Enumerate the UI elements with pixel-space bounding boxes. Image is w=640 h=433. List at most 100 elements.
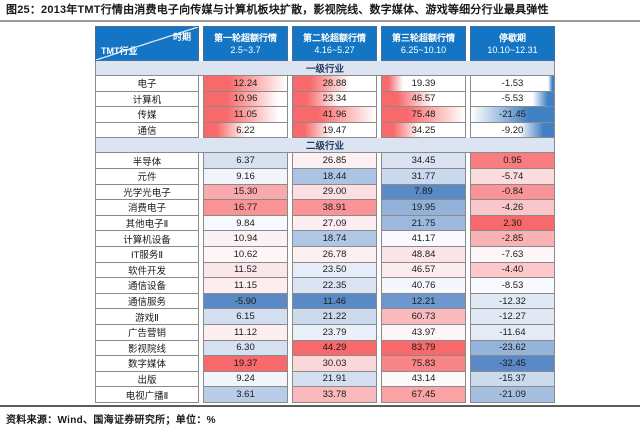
industry-name: 计算机 xyxy=(95,91,199,108)
value-cell: 41.96 xyxy=(292,107,377,123)
industry-name: 光学光电子 xyxy=(95,184,199,201)
industry-name: 消费电子 xyxy=(95,200,199,216)
value-cell: 12.21 xyxy=(381,293,466,310)
value-cell: 48.84 xyxy=(381,246,466,263)
industry-row: 影视院线 6.30 44.29 83.79 -23.62 xyxy=(95,340,555,357)
section-header-label: 一级行业 xyxy=(95,61,555,76)
industry-name: 游戏Ⅱ xyxy=(95,309,199,325)
value-cell: 26.78 xyxy=(292,246,377,263)
industry-name: 其他电子Ⅱ xyxy=(95,215,199,232)
industry-name: 通信服务 xyxy=(95,293,199,310)
value-cell: 43.14 xyxy=(381,371,466,388)
industry-row: 数字媒体 19.37 30.03 75.83 -32.45 xyxy=(95,356,555,372)
industry-row: 通信设备 11.15 22.35 40.76 -8.53 xyxy=(95,278,555,294)
value-cell: 6.15 xyxy=(203,309,288,325)
value-cell: 9.84 xyxy=(203,215,288,232)
value-cell: 83.79 xyxy=(381,340,466,357)
value-cell: 46.57 xyxy=(381,262,466,279)
value-cell: -5.53 xyxy=(470,91,555,108)
title-divider xyxy=(0,20,640,22)
value-cell: 75.83 xyxy=(381,356,466,372)
value-cell: 19.95 xyxy=(381,200,466,216)
value-cell: -1.53 xyxy=(470,76,555,92)
corner-industry-label: TMT行业 xyxy=(101,46,138,56)
value-cell: -9.20 xyxy=(470,122,555,139)
industry-row: 广告营销 11.12 23.79 43.97 -11.64 xyxy=(95,324,555,341)
industry-name: 元件 xyxy=(95,168,199,185)
value-cell: 41.17 xyxy=(381,231,466,247)
value-cell: 11.46 xyxy=(292,293,377,310)
industry-row: IT服务Ⅱ 10.62 26.78 48.84 -7.63 xyxy=(95,246,555,263)
value-cell: 19.39 xyxy=(381,76,466,92)
value-cell: 40.76 xyxy=(381,278,466,294)
industry-name: 影视院线 xyxy=(95,340,199,357)
value-cell: 21.91 xyxy=(292,371,377,388)
data-table: 时期 TMT行业 第一轮超额行情 2.5~3.7 第二轮超额行情 4.16~5.… xyxy=(91,26,559,403)
value-cell: 23.50 xyxy=(292,262,377,279)
industry-row: 半导体 6.37 26.85 34.45 0.95 xyxy=(95,153,555,169)
figure-title: 图25：2013年TMT行情由消费电子向传媒与计算机板块扩散，影视院线、数字媒体… xyxy=(6,4,549,16)
value-cell: 19.37 xyxy=(203,356,288,372)
value-cell: 10.62 xyxy=(203,246,288,263)
industry-row: 计算机 10.96 23.34 46.57 -5.53 xyxy=(95,91,555,108)
value-cell: -5.74 xyxy=(470,168,555,185)
industry-row: 电视广播Ⅱ 3.61 33.78 67.45 -21.09 xyxy=(95,387,555,403)
column-header-round2: 第二轮超额行情 4.16~5.27 xyxy=(292,26,377,61)
value-cell: 18.44 xyxy=(292,168,377,185)
industry-row: 光学光电子 15.30 29.00 7.89 -0.84 xyxy=(95,184,555,201)
section-header: 一级行业 xyxy=(95,61,555,76)
corner-cell: 时期 TMT行业 xyxy=(95,26,199,61)
industry-name: IT服务Ⅱ xyxy=(95,246,199,263)
industry-name: 出版 xyxy=(95,371,199,388)
industry-row: 通信 6.22 19.47 34.25 -9.20 xyxy=(95,122,555,139)
section-header: 二级行业 xyxy=(95,138,555,154)
industry-row: 其他电子Ⅱ 9.84 27.09 21.75 2.30 xyxy=(95,215,555,232)
source-note: 资料来源：Wind、国海证券研究所；单位：% xyxy=(6,415,216,426)
value-cell: -32.45 xyxy=(470,356,555,372)
value-cell: 0.95 xyxy=(470,153,555,169)
value-cell: 11.52 xyxy=(203,262,288,279)
value-cell: 9.24 xyxy=(203,371,288,388)
column-header-round1: 第一轮超额行情 2.5~3.7 xyxy=(203,26,288,61)
industry-name: 软件开发 xyxy=(95,262,199,279)
value-cell: 11.15 xyxy=(203,278,288,294)
industry-row: 传媒 11.05 41.96 75.48 -21.45 xyxy=(95,107,555,123)
value-cell: 34.25 xyxy=(381,122,466,139)
section-header-label: 二级行业 xyxy=(95,138,555,154)
value-cell: 6.30 xyxy=(203,340,288,357)
value-cell: 7.89 xyxy=(381,184,466,201)
value-cell: 27.09 xyxy=(292,215,377,232)
value-cell: -21.09 xyxy=(470,387,555,403)
industry-row: 消费电子 16.77 38.91 19.95 -4.26 xyxy=(95,200,555,216)
column-header-label: 第三轮超额行情 xyxy=(391,32,455,43)
value-cell: -12.27 xyxy=(470,309,555,325)
industry-row: 电子 12.24 28.88 19.39 -1.53 xyxy=(95,76,555,92)
value-cell: 21.22 xyxy=(292,309,377,325)
industry-name: 计算机设备 xyxy=(95,231,199,247)
value-cell: 44.29 xyxy=(292,340,377,357)
industry-name: 电视广播Ⅱ xyxy=(95,387,199,403)
column-header-period: 10.10~12.31 xyxy=(487,44,538,55)
value-cell: 2.30 xyxy=(470,215,555,232)
value-cell: -12.32 xyxy=(470,293,555,310)
value-cell: 43.97 xyxy=(381,324,466,341)
value-cell: -15.37 xyxy=(470,371,555,388)
industry-row: 游戏Ⅱ 6.15 21.22 60.73 -12.27 xyxy=(95,309,555,325)
footer-divider xyxy=(0,405,640,407)
industry-name: 广告营销 xyxy=(95,324,199,341)
industry-name: 数字媒体 xyxy=(95,356,199,372)
value-cell: 26.85 xyxy=(292,153,377,169)
value-cell: 31.77 xyxy=(381,168,466,185)
value-cell: 29.00 xyxy=(292,184,377,201)
column-header-period: 4.16~5.27 xyxy=(314,44,355,55)
value-cell: -7.63 xyxy=(470,246,555,263)
value-cell: -4.40 xyxy=(470,262,555,279)
value-cell: 75.48 xyxy=(381,107,466,123)
industry-name: 通信 xyxy=(95,122,199,139)
column-header-label: 第二轮超额行情 xyxy=(302,32,366,43)
value-cell: 6.37 xyxy=(203,153,288,169)
table-body: 一级行业 电子 12.24 28.88 19.39 -1.53 计算机 10.96 23.34 4… xyxy=(95,61,555,403)
value-cell: 9.16 xyxy=(203,168,288,185)
value-cell: 12.24 xyxy=(203,76,288,92)
header-row: 时期 TMT行业 第一轮超额行情 2.5~3.7 第二轮超额行情 4.16~5.… xyxy=(95,26,555,61)
